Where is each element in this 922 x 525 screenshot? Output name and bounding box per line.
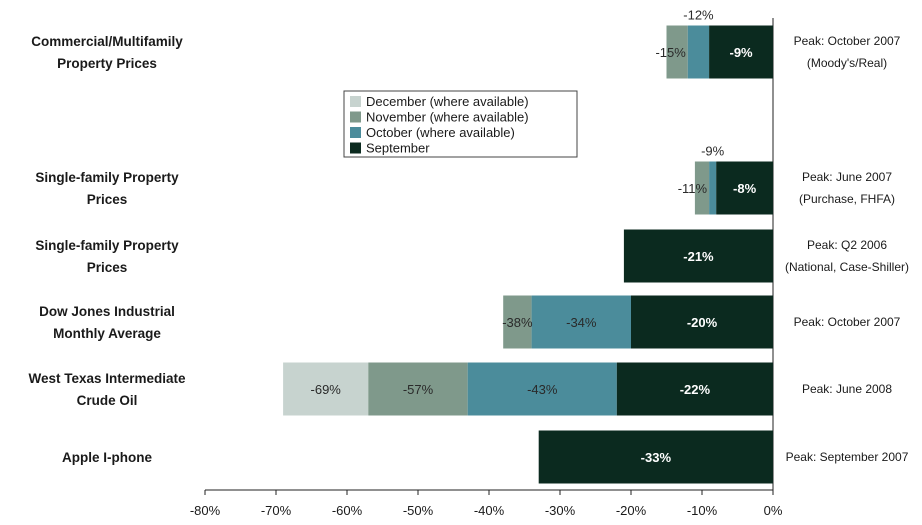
peak-note: Peak: September 2007	[786, 450, 909, 464]
bar-segment	[687, 25, 710, 79]
data-label: -11%	[678, 181, 708, 196]
data-label: -9%	[729, 45, 753, 60]
legend: December (where available)November (wher…	[343, 90, 578, 158]
data-label: -57%	[403, 382, 434, 397]
category-label: Single-family Property	[35, 170, 179, 185]
category-label: Property Prices	[57, 56, 157, 71]
x-tick-label: -10%	[687, 503, 718, 518]
category-label: Crude Oil	[77, 393, 138, 408]
data-label: -38%	[502, 315, 533, 330]
legend-label: December (where available)	[366, 94, 529, 109]
peak-note: (National, Case-Shiller)	[785, 260, 909, 274]
x-tick-label: -30%	[545, 503, 576, 518]
legend-swatch	[350, 127, 361, 138]
peak-note: Peak: June 2008	[802, 382, 892, 396]
data-label: -8%	[733, 181, 757, 196]
legend-swatch	[350, 111, 361, 123]
x-tick-label: -50%	[403, 503, 434, 518]
x-tick-label: -80%	[190, 503, 221, 518]
data-label: -20%	[687, 315, 718, 330]
data-label: -69%	[311, 382, 342, 397]
x-tick-label: -40%	[474, 503, 505, 518]
peak-note: Peak: June 2007	[802, 170, 892, 184]
bar-segment	[709, 161, 717, 215]
x-tick-label: 0%	[764, 503, 783, 518]
axis-layer: -80% -70% -60% -50% -40% -30% -20% -10% 0%	[190, 489, 783, 518]
peak-note: (Moody's/Real)	[807, 56, 887, 70]
legend-label: September	[366, 141, 430, 156]
bar-segment	[709, 25, 773, 79]
data-label: -21%	[683, 249, 714, 264]
x-tick-label: -70%	[261, 503, 292, 518]
bar-segment	[716, 161, 773, 215]
bar-segment	[631, 295, 773, 349]
bars-layer	[283, 25, 773, 484]
bar-segment	[283, 362, 369, 416]
category-label: Apple I-phone	[62, 450, 152, 465]
peak-note: Peak: Q2 2006	[807, 238, 887, 252]
category-label: Prices	[87, 192, 128, 207]
bar-segment	[368, 362, 468, 416]
labels-layer: -15% -12% -9% Commercial/Multifamily Propert…	[28, 8, 909, 466]
peak-note: (Purchase, FHFA)	[799, 192, 895, 206]
x-tick-label: -20%	[616, 503, 647, 518]
bar-segment	[503, 295, 532, 349]
category-label: Single-family Property	[35, 238, 179, 253]
legend-swatch	[350, 96, 361, 107]
data-label: -33%	[641, 450, 672, 465]
data-label: -43%	[527, 382, 558, 397]
x-tick-label: -60%	[332, 503, 363, 518]
peak-note: Peak: October 2007	[794, 34, 901, 48]
data-label: -34%	[566, 315, 597, 330]
category-label: Prices	[87, 260, 128, 275]
legend-label: October (where available)	[366, 125, 515, 140]
bar-segment	[538, 430, 773, 484]
category-label: Dow Jones Industrial	[39, 304, 175, 319]
peak-note: Peak: October 2007	[794, 315, 901, 329]
category-label: West Texas Intermediate	[28, 371, 186, 386]
data-label: -9%	[701, 144, 725, 159]
legend-box	[343, 90, 578, 158]
legend-swatch	[350, 142, 361, 154]
bar-segment	[623, 229, 773, 283]
data-label: -22%	[680, 382, 711, 397]
data-label: -12%	[683, 8, 714, 23]
data-label: -15%	[655, 45, 686, 60]
bar-segment	[531, 295, 631, 349]
category-label: Commercial/Multifamily	[31, 34, 183, 49]
category-label: Monthly Average	[53, 326, 161, 341]
bar-segment	[467, 362, 617, 416]
bar-segment	[666, 25, 688, 79]
legend-label: November (where available)	[366, 110, 529, 125]
bar-segment	[616, 362, 773, 416]
bar-segment	[694, 161, 710, 215]
